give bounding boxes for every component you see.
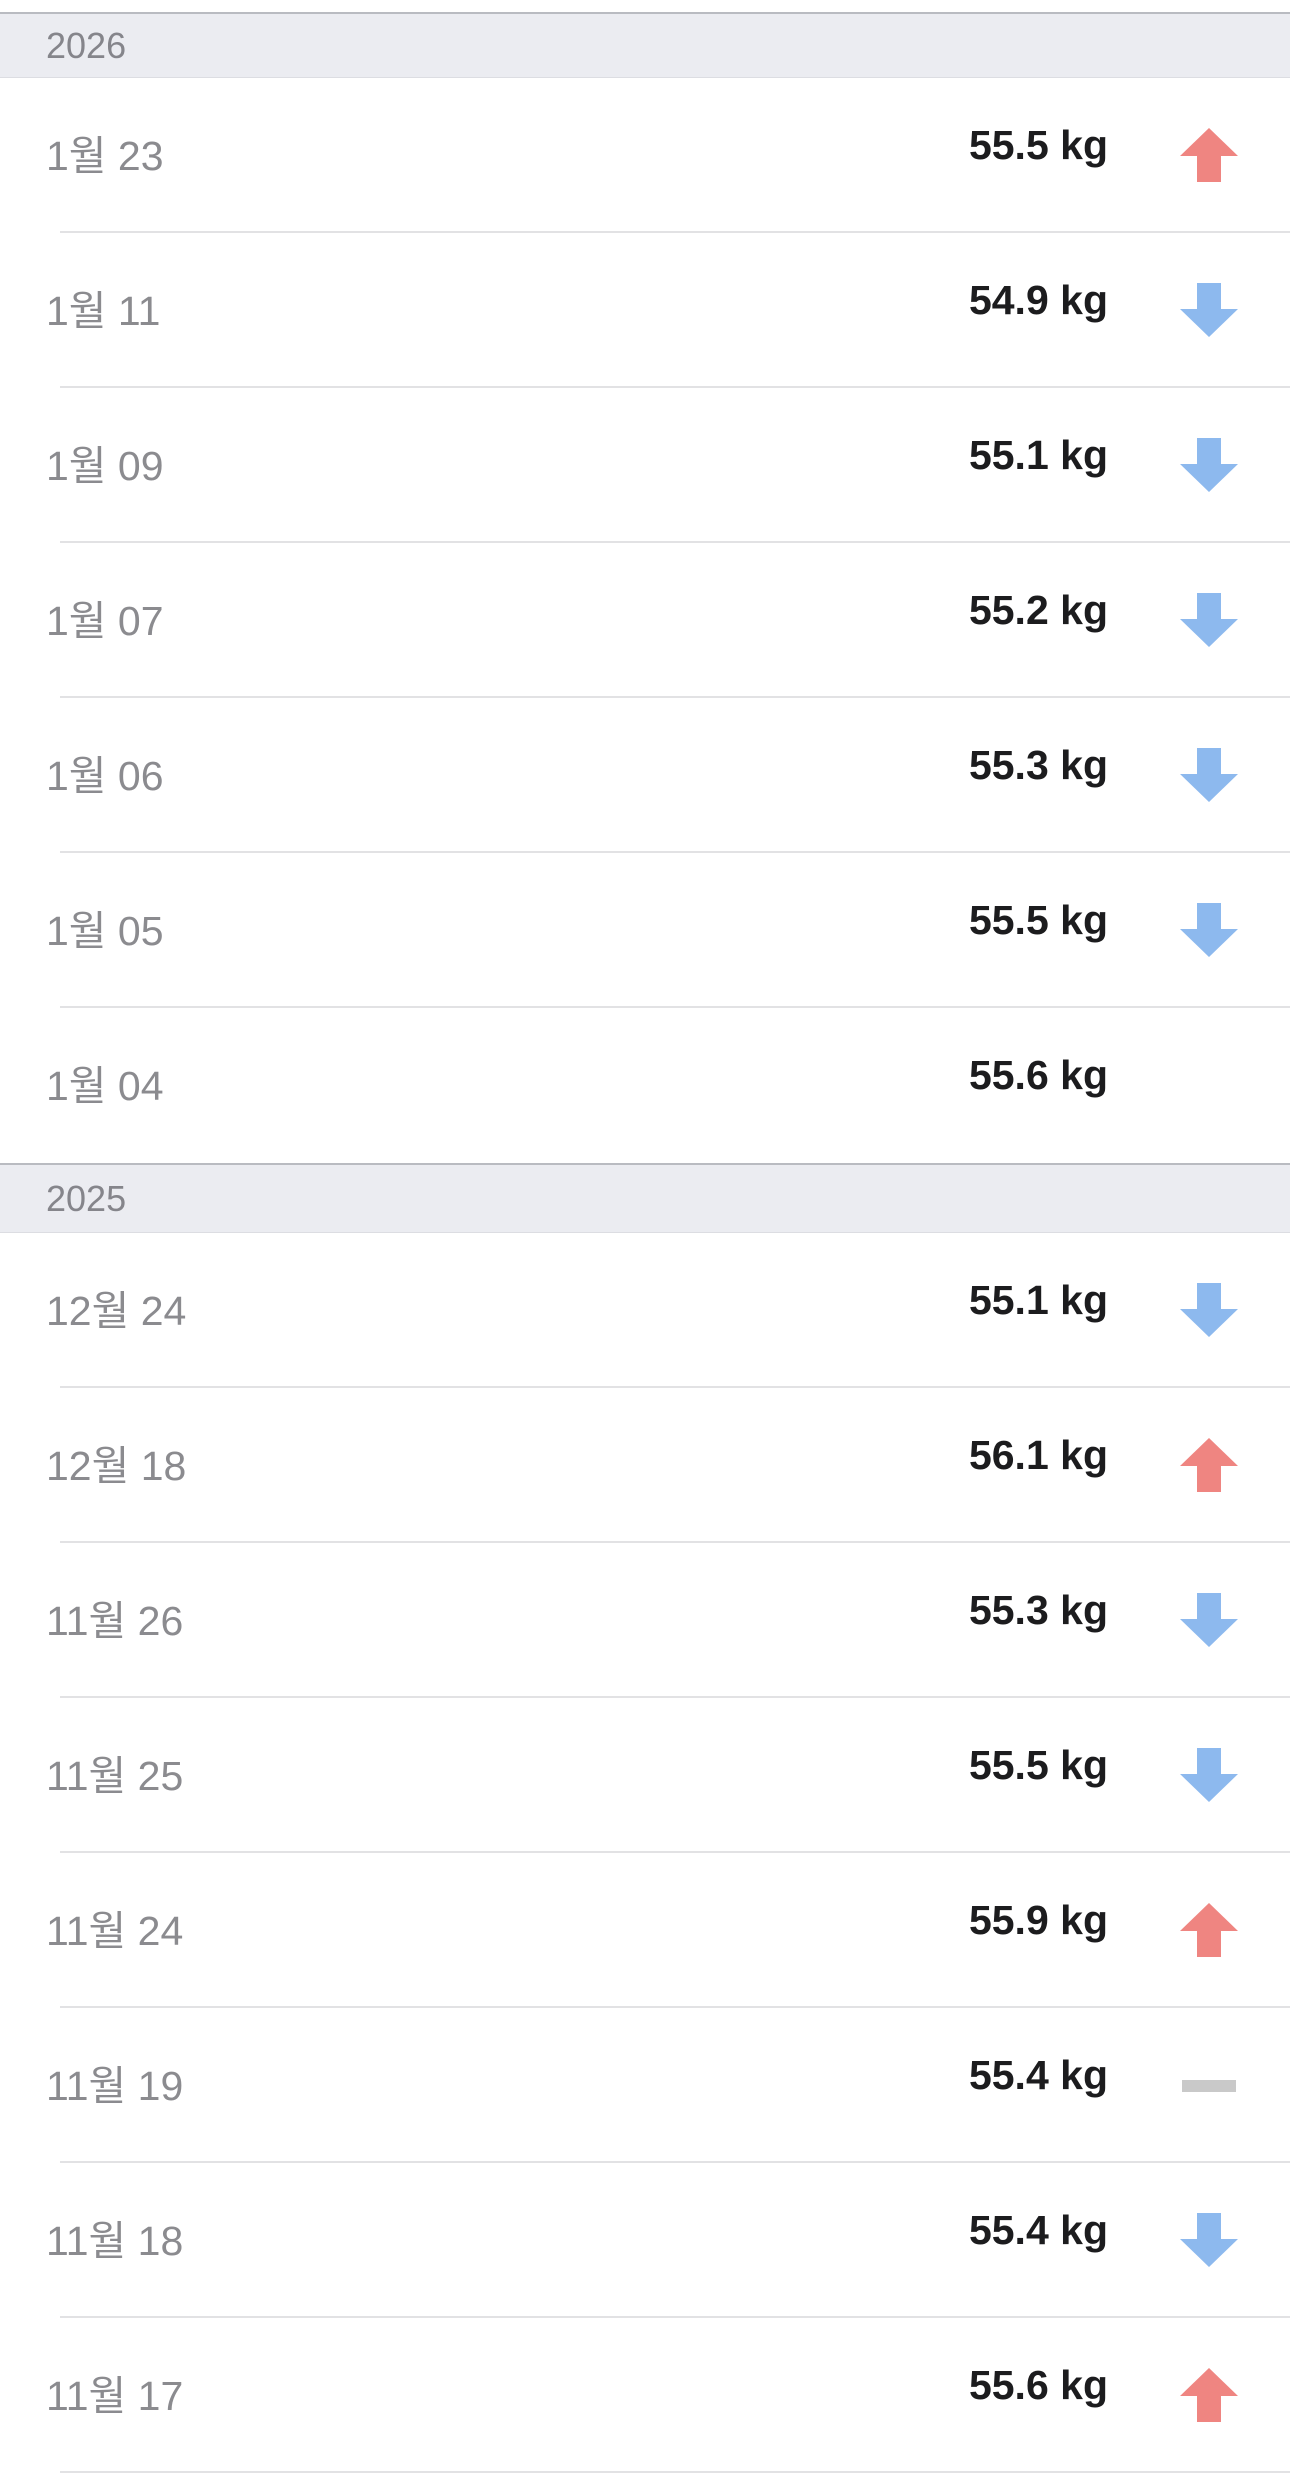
weight-entry-row[interactable]: 12월 18 56.1 kg [0, 1388, 1290, 1543]
entry-date: 12월 18 [46, 1443, 187, 1489]
entry-date: 11월 25 [46, 1753, 184, 1799]
entry-weight: 55.5 kg [968, 1742, 1108, 1788]
weight-entry-row[interactable]: 11월 25 55.5 kg [0, 1698, 1290, 1853]
weight-entry-row[interactable]: 11월 24 55.9 kg [0, 1853, 1290, 2008]
dash-icon [1178, 2056, 1240, 2114]
entry-weight: 55.5 kg [968, 122, 1108, 168]
entry-date: 1월 05 [46, 908, 164, 954]
entry-date: 11월 24 [46, 1908, 184, 1954]
weight-entry-row[interactable]: 1월 09 55.1 kg [0, 388, 1290, 543]
entry-weight: 55.9 kg [968, 1897, 1108, 1943]
arrow-down-icon [1178, 2211, 1240, 2269]
arrow-down-icon [1178, 591, 1240, 649]
entry-weight: 55.3 kg [968, 742, 1108, 788]
entry-date: 1월 09 [46, 443, 164, 489]
arrow-down-icon [1178, 1746, 1240, 1804]
entry-weight: 54.9 kg [968, 277, 1108, 323]
entry-date: 11월 18 [46, 2218, 184, 2264]
arrow-down-icon [1178, 901, 1240, 959]
weight-entry-row[interactable]: 1월 06 55.3 kg [0, 698, 1290, 853]
weight-entry-row[interactable]: 11월 19 55.4 kg [0, 2008, 1290, 2163]
entry-weight: 55.6 kg [968, 1052, 1108, 1098]
entry-date: 12월 24 [46, 1288, 187, 1334]
section-header-year: 2025 [0, 1163, 1290, 1233]
entry-weight: 56.1 kg [968, 1432, 1108, 1478]
entry-weight: 55.4 kg [968, 2052, 1108, 2098]
weight-history-list: 2026 1월 23 55.5 kg 1월 11 54.9 kg 1월 09 55.1… [0, 12, 1290, 2473]
arrow-down-icon [1178, 1281, 1240, 1339]
arrow-up-icon [1178, 2366, 1240, 2424]
weight-entry-row[interactable]: 11월 18 55.4 kg [0, 2163, 1290, 2318]
arrow-down-icon [1178, 281, 1240, 339]
top-spacer [0, 0, 1290, 12]
section-header-year: 2026 [0, 12, 1290, 78]
arrow-up-icon [1178, 1436, 1240, 1494]
entry-weight: 55.1 kg [968, 432, 1108, 478]
entry-date: 11월 19 [46, 2063, 184, 2109]
entry-weight: 55.3 kg [968, 1587, 1108, 1633]
entry-date: 1월 11 [46, 288, 161, 334]
entry-date: 11월 17 [46, 2373, 184, 2419]
arrow-down-icon [1178, 746, 1240, 804]
weight-entry-row[interactable]: 1월 23 55.5 kg [0, 78, 1290, 233]
arrow-down-icon [1178, 1591, 1240, 1649]
entry-date: 1월 06 [46, 753, 164, 799]
entry-weight: 55.4 kg [968, 2207, 1108, 2253]
arrow-up-icon [1178, 126, 1240, 184]
weight-entry-row[interactable]: 11월 26 55.3 kg [0, 1543, 1290, 1698]
entry-weight: 55.6 kg [968, 2362, 1108, 2408]
weight-entry-row[interactable]: 1월 05 55.5 kg [0, 853, 1290, 1008]
weight-entry-row[interactable]: 1월 04 55.6 kg [0, 1008, 1290, 1163]
entry-date: 11월 26 [46, 1598, 184, 1644]
entry-weight: 55.1 kg [968, 1277, 1108, 1323]
weight-entry-row[interactable]: 11월 17 55.6 kg [0, 2318, 1290, 2473]
weight-entry-row[interactable]: 1월 07 55.2 kg [0, 543, 1290, 698]
entry-date: 1월 04 [46, 1063, 164, 1109]
entry-date: 1월 07 [46, 598, 164, 644]
weight-entry-row[interactable]: 12월 24 55.1 kg [0, 1233, 1290, 1388]
entry-weight: 55.5 kg [968, 897, 1108, 943]
arrow-down-icon [1178, 436, 1240, 494]
entry-weight: 55.2 kg [968, 587, 1108, 633]
entry-date: 1월 23 [46, 133, 164, 179]
arrow-up-icon [1178, 1901, 1240, 1959]
weight-entry-row[interactable]: 1월 11 54.9 kg [0, 233, 1290, 388]
